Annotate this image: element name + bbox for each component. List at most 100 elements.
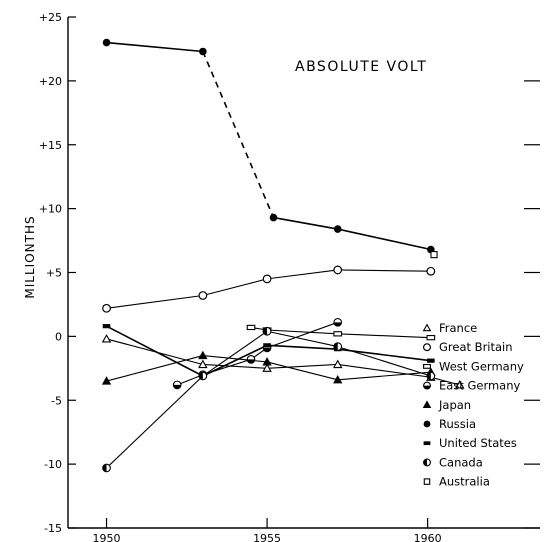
series-australia (430, 251, 438, 259)
legend-label: Great Britain (439, 340, 513, 354)
half-fill (333, 342, 338, 351)
data-point (333, 374, 343, 384)
rect-shape (427, 358, 435, 363)
data-point (426, 335, 436, 341)
series-line-segment (106, 375, 204, 469)
series-great-britain (102, 265, 436, 313)
data-point (427, 358, 435, 363)
legend-marker (422, 400, 432, 409)
series-france (101, 333, 465, 389)
legend: France Great Britain West Germany East Germ… (422, 321, 524, 489)
circle-shape (333, 265, 343, 275)
y-tick-label: +20 (39, 75, 62, 88)
circle-shape (423, 420, 431, 428)
square-shape (430, 251, 438, 259)
y-tick-label: -10 (44, 458, 62, 471)
data-point (102, 324, 111, 329)
half-fill (427, 372, 431, 380)
data-point (246, 355, 256, 364)
data-point (198, 291, 208, 300)
circle-shape (102, 303, 111, 313)
legend-label: United States (439, 436, 517, 450)
data-point (426, 371, 436, 381)
y-tick-label: +25 (39, 11, 62, 24)
legend-marker (423, 441, 431, 446)
data-point (198, 359, 208, 369)
y-tick-label: +15 (39, 139, 62, 152)
series-line-segment (267, 344, 338, 350)
data-point (333, 317, 343, 327)
series-line-segment (202, 354, 268, 363)
data-point (262, 363, 272, 372)
series-line-segment (267, 329, 338, 335)
half-fill (263, 347, 271, 352)
series-line-segment (266, 330, 338, 348)
data-point (454, 379, 465, 389)
triangle-shape (198, 350, 208, 360)
half-fill (102, 464, 107, 472)
series-line-segment (266, 321, 338, 349)
legend-item-france: France (422, 321, 477, 335)
rect-shape (246, 324, 256, 331)
series-line-segment (337, 363, 431, 378)
series-line-segment (202, 363, 268, 369)
square-shape (423, 478, 431, 485)
legend-label: Canada (439, 455, 483, 469)
series-east-germany (172, 317, 343, 390)
rect-shape (102, 324, 111, 329)
legend-marker (423, 458, 431, 467)
data-point (101, 376, 112, 385)
y-tick-label: +10 (39, 203, 62, 216)
legend-label: Japan (438, 398, 471, 412)
data-point (333, 265, 343, 275)
triangle-shape (198, 359, 208, 369)
data-point (102, 303, 111, 313)
circle-shape (423, 343, 432, 352)
legend-item-east-germany: East Germany (423, 379, 521, 393)
circle-shape (262, 274, 272, 284)
series-line-segment (337, 333, 431, 339)
series-line-segment (337, 346, 431, 377)
data-point (198, 371, 208, 381)
data-point (102, 463, 111, 473)
legend-label: West Germany (439, 359, 524, 373)
data-point (262, 357, 272, 366)
half-fill (423, 459, 427, 466)
legend-label: Australia (439, 475, 490, 489)
legend-label: East Germany (439, 379, 521, 393)
series-line-segment (337, 269, 431, 272)
rect-shape (423, 363, 431, 369)
triangle-shape (101, 376, 112, 385)
legend-label: France (439, 321, 477, 335)
circle-shape (198, 291, 208, 300)
legend-item-united-states: United States (423, 436, 517, 450)
y-tick-label: -15 (44, 522, 62, 535)
data-point (102, 38, 111, 47)
series-canada (102, 326, 436, 473)
x-tick-label: 1950 (93, 532, 121, 542)
legend-label: Russia (439, 417, 476, 431)
series-line-segment (337, 371, 431, 381)
data-point (172, 380, 182, 390)
series-line-segment (202, 330, 268, 377)
legend-item-russia: Russia (423, 417, 476, 431)
legend-item-japan: Japan (422, 398, 471, 412)
series-layer (101, 38, 465, 473)
half-fill (333, 322, 342, 327)
y-axis-label: MILLIONTHS (23, 215, 37, 298)
series-line-segment (337, 228, 432, 251)
series-line-segment (106, 325, 204, 377)
series-line-segment (106, 294, 203, 309)
circle-shape (333, 225, 342, 233)
legend-marker (423, 343, 432, 352)
legend-marker (423, 478, 431, 485)
data-point (426, 266, 436, 276)
legend-marker (422, 323, 432, 332)
data-point (430, 251, 438, 259)
series-line-segment (267, 363, 338, 369)
data-point (246, 324, 256, 331)
data-point (101, 333, 112, 343)
x-tick-label: 1960 (414, 532, 442, 542)
y-tick-label: -5 (51, 394, 62, 407)
